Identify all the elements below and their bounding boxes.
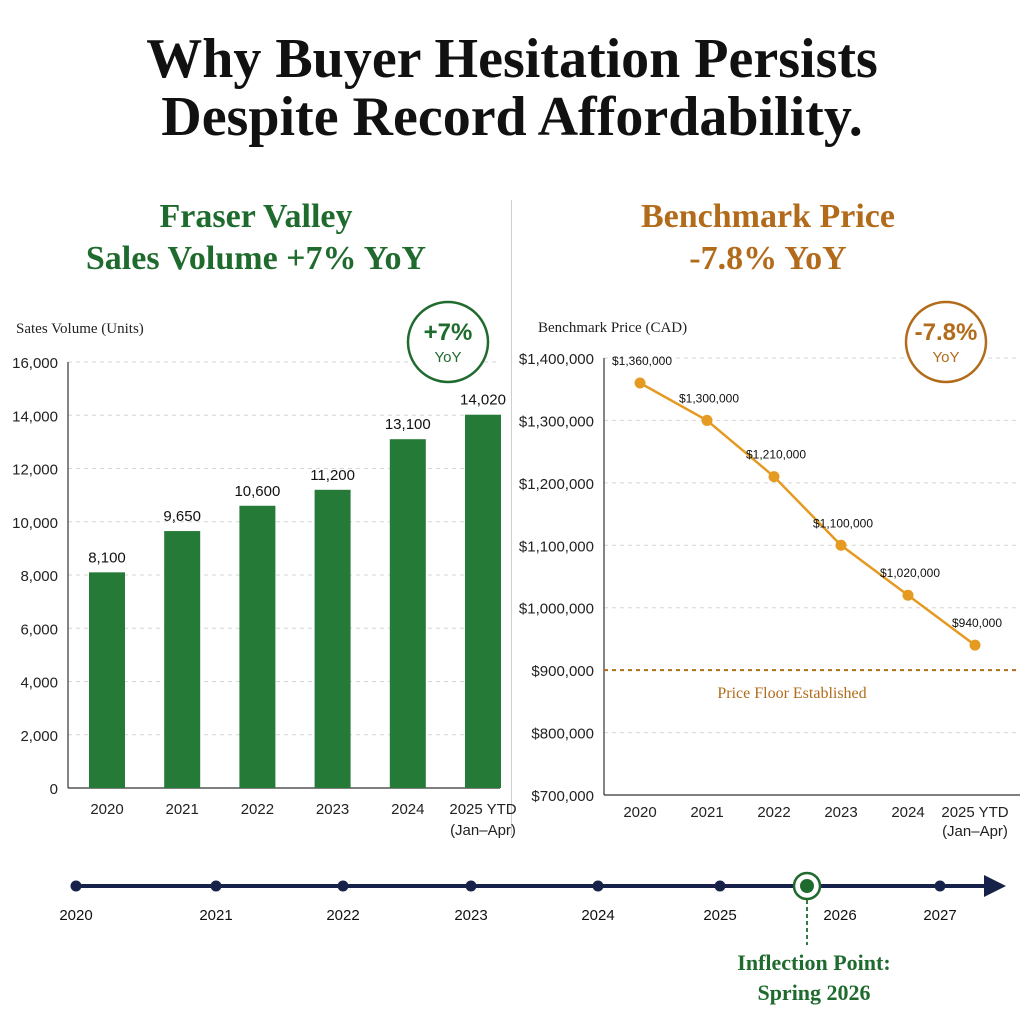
- timeline-year-marker: [934, 880, 946, 892]
- timeline-year-marker: [592, 880, 604, 892]
- sales-bar: [239, 505, 276, 788]
- sales-y-tick-label: 16,000: [12, 355, 58, 372]
- timeline-year-label: 2027: [923, 907, 956, 924]
- timeline-year-label: 2025: [703, 907, 736, 924]
- price-y-tick-label: $1,200,000: [519, 476, 594, 493]
- timeline-year-label: 2021: [199, 907, 232, 924]
- price-y-tick-label: $800,000: [531, 726, 594, 743]
- sales-y-tick-label: 12,000: [12, 462, 58, 479]
- sales-x-tick-label: 2024: [391, 801, 424, 818]
- price-title-line-2: -7.8% YoY: [689, 240, 847, 277]
- sales-yoy-badge: [406, 300, 490, 384]
- price-floor-label: Price Floor Established: [717, 685, 866, 702]
- price-y-axis-title: Benchmark Price (CAD): [538, 320, 687, 336]
- timeline-year-label: 2023: [454, 907, 487, 924]
- price-series-line: [639, 381, 976, 647]
- sales-bar-value-label: 14,020: [460, 392, 506, 409]
- sales-x-tick-label: 2023: [316, 801, 349, 818]
- sales-x-tick-label: 2020: [90, 801, 123, 818]
- price-point-label: $1,100,000: [813, 516, 873, 530]
- timeline-year-marker: [70, 880, 82, 892]
- panel-divider: [511, 200, 512, 835]
- timeline-year-label: 2020: [59, 907, 92, 924]
- price-y-tick-label: $700,000: [531, 788, 594, 805]
- price-point-label: $1,020,000: [880, 566, 940, 580]
- sales-title-line-1: Fraser Valley: [159, 198, 353, 235]
- sales-bar-value-label: 8,100: [88, 549, 126, 566]
- sales-x-tick-label: 2025 YTD: [449, 801, 516, 818]
- price-point-label: $1,360,000: [612, 354, 672, 368]
- sales-bar-value-label: 10,600: [234, 483, 280, 500]
- sales-x-tick-sublabel: (Jan–Apr): [450, 822, 516, 839]
- timeline-arrowhead: [984, 875, 1006, 897]
- price-point: [768, 471, 780, 483]
- price-y-tick-label: $1,100,000: [519, 538, 594, 555]
- timeline-year-marker: [465, 880, 477, 892]
- price-point-label: $1,300,000: [679, 391, 739, 405]
- price-yoy-badge-value: -7.8%: [915, 319, 978, 346]
- price-y-tick-label: $1,000,000: [519, 601, 594, 618]
- price-point: [902, 589, 914, 601]
- sales-bar: [389, 439, 426, 788]
- price-x-tick-label: 2025 YTD: [941, 804, 1008, 821]
- price-y-tick-label: $1,300,000: [519, 413, 594, 430]
- headline-line-1: Why Buyer Hesitation Persists: [146, 28, 878, 90]
- sales-y-tick-label: 4,000: [20, 675, 58, 692]
- sales-bar-value-label: 9,650: [163, 508, 201, 525]
- price-x-tick-label: 2022: [757, 804, 790, 821]
- inflection-label-line-2: Spring 2026: [757, 980, 870, 1005]
- sales-bar-value-label: 13,100: [385, 416, 431, 433]
- sales-y-axis-title: Sates Volume (Units): [16, 321, 144, 337]
- price-y-tick-label: $1,400,000: [519, 351, 594, 368]
- sales-bar-value-label: 11,200: [310, 467, 355, 484]
- price-x-tick-label: 2021: [690, 804, 723, 821]
- headline: Why Buyer Hesitation Persists Despite Re…: [0, 30, 1024, 146]
- sales-bar: [314, 489, 351, 788]
- price-point-label: $940,000: [952, 616, 1002, 630]
- price-yoy-badge: [904, 300, 988, 384]
- timeline-year-marker: [337, 880, 349, 892]
- timeline-year-label: 2024: [581, 907, 614, 924]
- sales-y-tick-label: 10,000: [12, 515, 58, 532]
- sales-yoy-badge-value: +7%: [424, 319, 473, 346]
- sales-title-line-2: Sales Volume +7% YoY: [85, 240, 427, 277]
- sales-yoy-badge-sub: YoY: [435, 349, 462, 366]
- price-title-line-1: Benchmark Price: [641, 198, 895, 235]
- price-point: [634, 377, 646, 389]
- price-x-tick-sublabel: (Jan–Apr): [942, 823, 1008, 840]
- sales-x-tick-label: 2021: [166, 801, 199, 818]
- sales-y-tick-label: 2,000: [20, 728, 58, 745]
- headline-line-2: Despite Record Affordability.: [161, 86, 863, 148]
- timeline-year-label: 2022: [326, 907, 359, 924]
- timeline-year-marker: [210, 880, 222, 892]
- sales-y-tick-label: 0: [50, 781, 58, 798]
- sales-y-tick-label: 14,000: [12, 408, 58, 425]
- sales-bar: [89, 572, 125, 788]
- price-chart-title: Benchmark Price -7.8% YoY: [512, 196, 1024, 280]
- price-yoy-badge-sub: YoY: [933, 349, 960, 366]
- timeline-year-label: 2026: [823, 907, 856, 924]
- price-point: [969, 639, 981, 651]
- sales-bar: [164, 531, 201, 788]
- timeline-year-marker: [714, 880, 726, 892]
- price-point-label: $1,210,000: [746, 448, 806, 462]
- inflection-label-line-1: Inflection Point:: [737, 950, 890, 975]
- sales-x-tick-label: 2022: [241, 801, 274, 818]
- price-y-tick-label: $900,000: [531, 663, 594, 680]
- timeline-highlight-marker: [800, 879, 814, 893]
- price-point: [835, 539, 847, 551]
- sales-bar: [465, 414, 501, 788]
- price-x-tick-label: 2023: [824, 804, 857, 821]
- sales-chart-title: Fraser Valley Sales Volume +7% YoY: [0, 196, 512, 280]
- price-x-tick-label: 2024: [891, 804, 924, 821]
- sales-y-tick-label: 8,000: [20, 568, 58, 585]
- sales-y-tick-label: 6,000: [20, 621, 58, 638]
- price-x-tick-label: 2020: [623, 804, 656, 821]
- price-point: [701, 414, 713, 426]
